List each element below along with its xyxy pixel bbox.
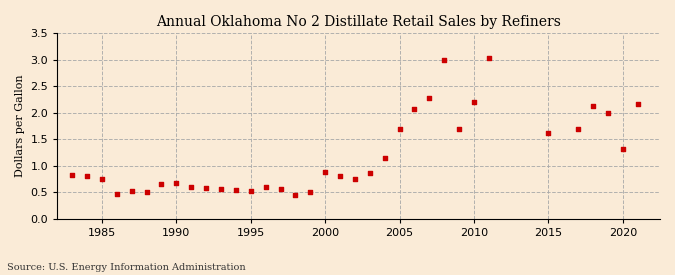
Point [350, 177, 360, 181]
Point [335, 174, 346, 179]
Point [394, 126, 405, 131]
Point [454, 126, 464, 131]
Point [215, 186, 226, 191]
Point [320, 170, 331, 174]
Point [186, 185, 196, 189]
Point [230, 188, 241, 192]
Point [618, 147, 628, 152]
Y-axis label: Dollars per Gallon: Dollars per Gallon [15, 75, 25, 177]
Text: Source: U.S. Energy Information Administration: Source: U.S. Energy Information Administ… [7, 263, 246, 272]
Point [82, 174, 92, 179]
Point [261, 185, 271, 189]
Point [275, 186, 286, 191]
Point [483, 56, 494, 61]
Point [468, 100, 479, 104]
Point [290, 192, 301, 197]
Point [588, 104, 599, 109]
Point [97, 176, 107, 181]
Title: Annual Oklahoma No 2 Distillate Retail Sales by Refiners: Annual Oklahoma No 2 Distillate Retail S… [156, 15, 561, 29]
Point [67, 173, 78, 178]
Point [632, 101, 643, 106]
Point [409, 107, 420, 111]
Point [305, 190, 316, 194]
Point [439, 57, 450, 62]
Point [111, 192, 122, 196]
Point [424, 96, 435, 101]
Point [573, 126, 584, 131]
Point [200, 186, 211, 190]
Point [364, 170, 375, 175]
Point [126, 189, 137, 194]
Point [141, 190, 152, 194]
Point [246, 189, 256, 194]
Point [379, 156, 390, 160]
Point [543, 131, 554, 136]
Point [603, 111, 614, 116]
Point [156, 182, 167, 187]
Point [171, 181, 182, 185]
